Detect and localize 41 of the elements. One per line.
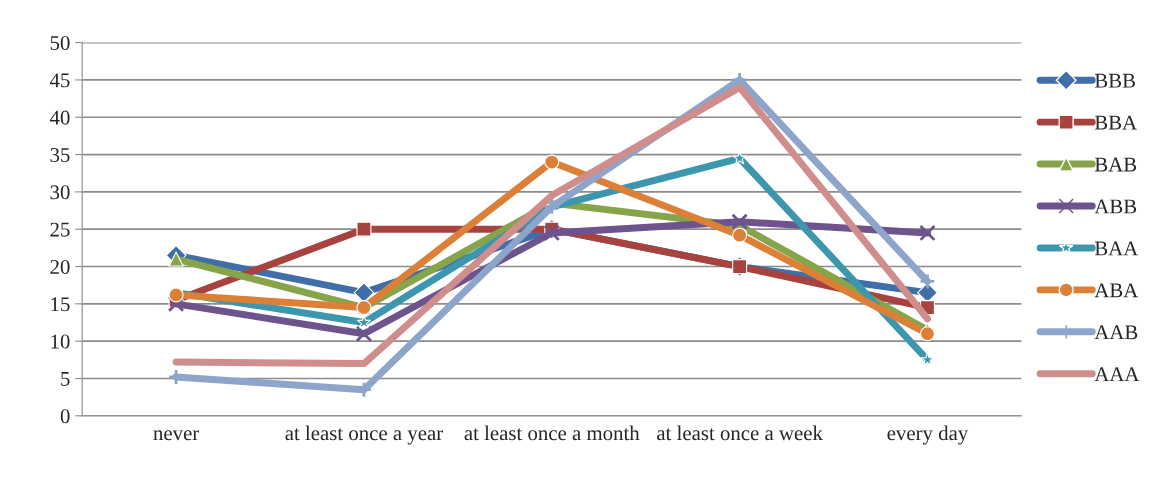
y-tick-label: 10 bbox=[51, 334, 70, 349]
y-tick-label: 35 bbox=[50, 147, 70, 162]
y-tick-label: 45 bbox=[49, 73, 70, 88]
y-tick-label: 30 bbox=[50, 185, 70, 200]
legend-label: BAB bbox=[1094, 157, 1137, 172]
y-tick-label: 15 bbox=[51, 297, 70, 312]
legend-label: ABB bbox=[1094, 199, 1137, 214]
point bbox=[353, 282, 375, 304]
y-tick-label: 50 bbox=[50, 35, 70, 51]
y-tick-label: 25 bbox=[50, 222, 70, 237]
point bbox=[544, 154, 560, 170]
legend-label: ABA bbox=[1094, 283, 1139, 298]
y-tick-label: 5 bbox=[61, 372, 70, 386]
point bbox=[731, 213, 748, 231]
legend-label: AAA bbox=[1094, 367, 1140, 382]
x-tick-label: never bbox=[153, 430, 200, 441]
legend-label: BAA bbox=[1094, 241, 1139, 256]
point bbox=[919, 326, 935, 342]
legend-label: BBA bbox=[1094, 115, 1137, 130]
x-tick-label: every day bbox=[887, 425, 969, 445]
point bbox=[920, 352, 935, 367]
point bbox=[168, 251, 184, 267]
point bbox=[355, 325, 373, 343]
legend-label: AAB bbox=[1094, 325, 1138, 340]
point bbox=[168, 287, 184, 303]
point bbox=[356, 221, 372, 237]
point bbox=[919, 224, 936, 242]
point bbox=[732, 259, 748, 275]
x-tick-label: at least once a year bbox=[285, 425, 443, 445]
y-tick-label: 20 bbox=[50, 259, 70, 274]
x-tick-label: at least once a month bbox=[464, 425, 640, 441]
point bbox=[732, 150, 747, 165]
y-tick-label: 40 bbox=[49, 110, 70, 125]
point bbox=[167, 295, 185, 313]
point bbox=[732, 227, 748, 243]
legend-label: BBB bbox=[1094, 73, 1135, 88]
point bbox=[919, 273, 936, 290]
y-tick-label: 0 bbox=[60, 409, 70, 424]
x-tick-label: at least once a week bbox=[657, 425, 823, 441]
point bbox=[356, 315, 372, 329]
point bbox=[543, 224, 561, 242]
